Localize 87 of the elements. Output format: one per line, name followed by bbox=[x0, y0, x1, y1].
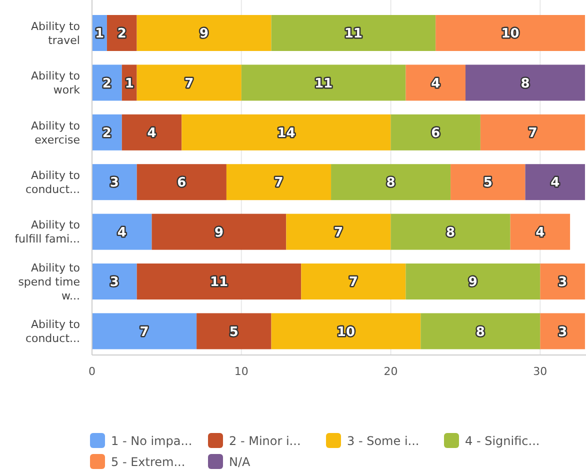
data-label: 11 bbox=[344, 26, 362, 42]
y-tick-label: Ability to work bbox=[30, 70, 81, 97]
data-label: 1 bbox=[124, 76, 134, 92]
x-tick-label: 30 bbox=[533, 365, 548, 378]
bar bbox=[510, 214, 570, 250]
bar bbox=[540, 264, 585, 300]
legend-label: 5 - Extrem... bbox=[111, 455, 186, 470]
bar bbox=[406, 264, 540, 300]
bar bbox=[241, 64, 406, 101]
data-label: 7 bbox=[274, 176, 284, 191]
x-tick-label: 0 bbox=[88, 365, 96, 378]
legend-label: 4 - Signific... bbox=[465, 434, 540, 448]
data-label: 2 bbox=[117, 26, 126, 42]
data-label: 10 bbox=[336, 324, 356, 340]
data-label: 9 bbox=[200, 26, 209, 42]
x-tick-label: 10 bbox=[234, 365, 248, 378]
bar bbox=[406, 64, 466, 101]
bar bbox=[196, 313, 272, 350]
data-label: 7 bbox=[140, 324, 149, 340]
data-label: 4 bbox=[147, 126, 156, 141]
y-tick-label: Ability to travel bbox=[30, 20, 80, 47]
data-label: 9 bbox=[214, 225, 224, 240]
bar bbox=[92, 313, 197, 350]
bar bbox=[271, 313, 421, 350]
data-label: 7 bbox=[184, 76, 194, 92]
bar bbox=[152, 214, 286, 250]
bar bbox=[390, 114, 480, 150]
data-label: 11 bbox=[314, 76, 333, 92]
data-label: 3 bbox=[110, 275, 119, 290]
bar bbox=[301, 264, 406, 300]
data-label: 3 bbox=[558, 275, 568, 290]
bar bbox=[92, 264, 137, 300]
bar bbox=[390, 214, 510, 250]
data-label: 4 bbox=[550, 176, 560, 191]
data-label: 6 bbox=[177, 176, 186, 191]
y-tick-label: Ability to fulfill fami... bbox=[14, 218, 80, 246]
data-label: 7 bbox=[348, 275, 358, 290]
data-label: 8 bbox=[476, 324, 485, 340]
bar bbox=[92, 164, 137, 200]
data-label: 8 bbox=[520, 76, 530, 92]
data-label: 6 bbox=[431, 126, 440, 141]
bar bbox=[465, 64, 585, 101]
data-label: 3 bbox=[110, 176, 119, 191]
bar bbox=[420, 313, 540, 350]
data-label: 7 bbox=[334, 225, 344, 240]
y-tick-label: Ability to conduct... bbox=[25, 168, 80, 196]
data-label: 4 bbox=[117, 225, 126, 240]
bar bbox=[286, 214, 391, 250]
bar bbox=[480, 114, 585, 150]
bar bbox=[136, 164, 226, 200]
data-label: 4 bbox=[536, 225, 545, 240]
bar bbox=[331, 164, 451, 200]
bar bbox=[540, 313, 585, 350]
bar bbox=[136, 64, 242, 101]
legend-label: N/A bbox=[229, 455, 252, 470]
bar bbox=[136, 15, 272, 51]
legend-label: 1 - No impa... bbox=[111, 434, 192, 448]
data-label: 9 bbox=[468, 275, 478, 290]
bar bbox=[106, 15, 137, 51]
data-label: 1 bbox=[94, 26, 104, 42]
legend-label: 3 - Some i... bbox=[347, 434, 420, 448]
data-label: 10 bbox=[501, 26, 520, 42]
bar bbox=[525, 164, 585, 200]
y-tick-label: Ability to spend time w... bbox=[18, 261, 80, 302]
data-label: 8 bbox=[446, 225, 456, 240]
bar bbox=[136, 264, 302, 300]
bar bbox=[122, 114, 182, 150]
bar bbox=[271, 15, 436, 51]
x-tick-label: 20 bbox=[384, 365, 398, 378]
data-label: 7 bbox=[528, 126, 538, 141]
data-label: 2 bbox=[102, 76, 112, 92]
data-label: 8 bbox=[386, 176, 396, 191]
data-label: 5 bbox=[483, 176, 492, 191]
data-label: 3 bbox=[558, 324, 568, 340]
data-label: 4 bbox=[431, 76, 440, 92]
data-label: 5 bbox=[229, 324, 238, 340]
y-tick-label: Ability to exercise bbox=[30, 119, 80, 146]
bar bbox=[226, 164, 332, 200]
bar bbox=[182, 114, 391, 150]
data-label: 14 bbox=[277, 126, 296, 141]
legend-label: 2 - Minor i... bbox=[229, 434, 301, 448]
bar bbox=[92, 214, 152, 250]
data-label: 11 bbox=[210, 275, 228, 290]
bar bbox=[436, 15, 585, 51]
data-label: 2 bbox=[102, 126, 112, 141]
y-tick-label: Ability to conduct... bbox=[25, 318, 80, 346]
bar bbox=[450, 164, 526, 200]
